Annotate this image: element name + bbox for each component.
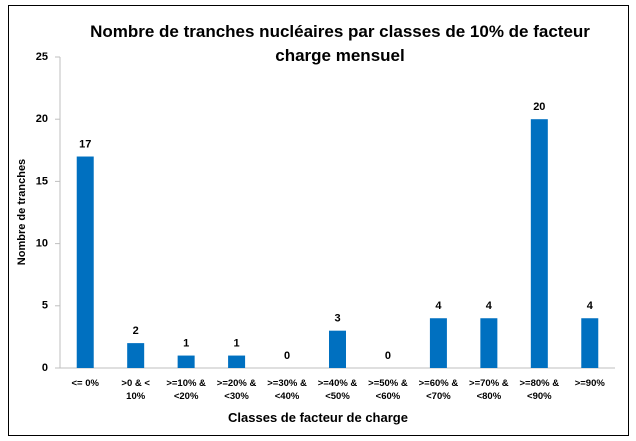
data-label: 3 bbox=[334, 313, 340, 325]
x-tick-label: >=40% & <50% bbox=[317, 378, 358, 402]
x-axis-label: Classes de facteur de charge bbox=[228, 410, 408, 425]
x-tick-label: >=10% & <20% bbox=[166, 378, 206, 402]
data-label: 4 bbox=[587, 300, 594, 312]
y-axis-label: Nombre de tranches bbox=[16, 159, 28, 265]
x-tick-label: >0 & < 10% bbox=[121, 378, 150, 402]
bar bbox=[581, 318, 599, 368]
data-label: 0 bbox=[385, 350, 391, 362]
x-tick-label: >=90% bbox=[574, 378, 605, 389]
x-tick-label: <= 0% bbox=[71, 378, 99, 389]
data-label: 1 bbox=[183, 337, 189, 349]
y-tick-label: 5 bbox=[42, 300, 48, 312]
bar bbox=[530, 119, 548, 368]
y-tick-label: 25 bbox=[36, 51, 48, 63]
chart-frame bbox=[8, 5, 629, 436]
data-label: 2 bbox=[133, 325, 139, 337]
bar bbox=[480, 318, 498, 368]
bar bbox=[127, 343, 145, 368]
y-tick-label: 10 bbox=[36, 238, 48, 250]
chart-title: Nombre de tranches nucléaires par classe… bbox=[90, 22, 590, 65]
y-tick-label: 20 bbox=[36, 113, 48, 125]
y-tick-label: 0 bbox=[42, 362, 48, 374]
data-label: 17 bbox=[79, 138, 91, 150]
data-label: 4 bbox=[486, 300, 493, 312]
bar bbox=[429, 318, 447, 368]
data-label: 4 bbox=[435, 300, 442, 312]
data-label: 1 bbox=[234, 337, 240, 349]
bar bbox=[228, 355, 246, 368]
x-tick-label: >=20% & <30% bbox=[216, 378, 257, 402]
x-tick-label: >=80% & <90% bbox=[519, 378, 560, 402]
bar bbox=[76, 156, 94, 368]
x-tick-label: >=70% & <80% bbox=[469, 378, 509, 402]
bar bbox=[329, 330, 346, 368]
x-tick-label: >=30% & <40% bbox=[267, 378, 307, 402]
data-label: 20 bbox=[533, 101, 545, 113]
y-tick-label: 15 bbox=[36, 175, 48, 187]
x-tick-label: >=50% & <60% bbox=[368, 378, 408, 402]
bar bbox=[177, 355, 195, 368]
data-label: 0 bbox=[284, 350, 290, 362]
x-tick-label: >=60% & <70% bbox=[418, 378, 459, 402]
